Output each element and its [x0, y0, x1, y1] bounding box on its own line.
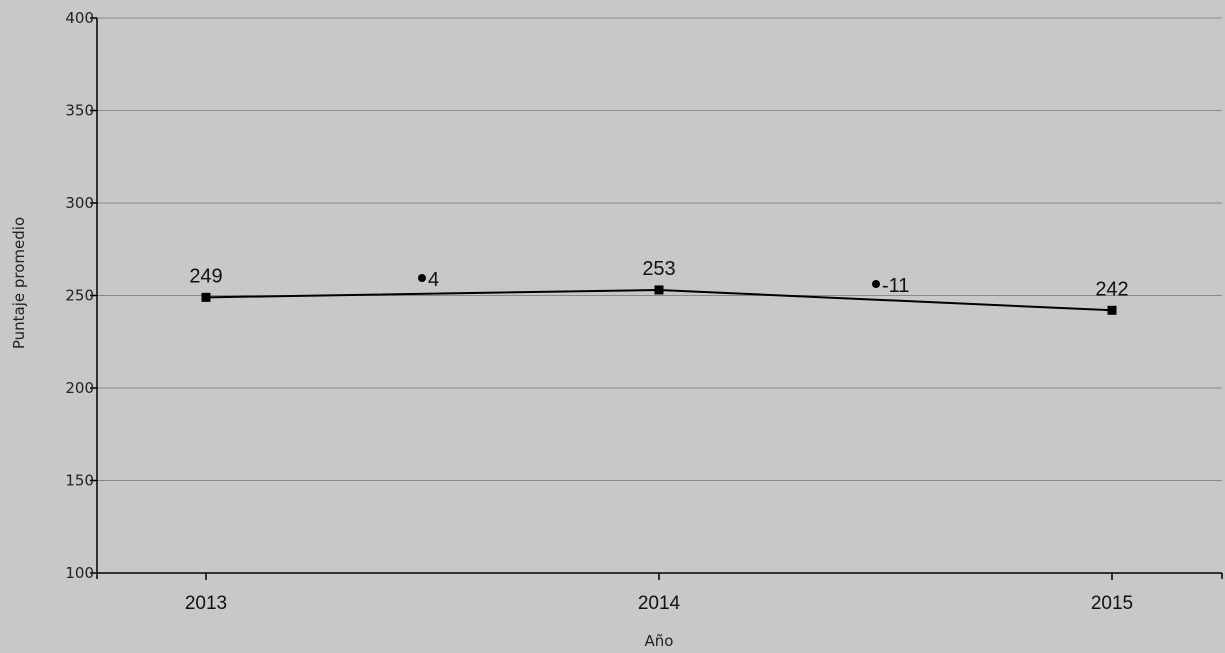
x-axis-title: Año [645, 632, 674, 650]
y-tick-label-200: 200 [65, 379, 94, 397]
point-marker-2014 [654, 285, 664, 295]
x-tick-label-2014: 2014 [638, 593, 681, 614]
y-tick-labels: 100 150 200 250 300 350 400 [65, 9, 94, 582]
y-tick-label-250: 250 [65, 287, 94, 305]
y-tick-label-350: 350 [65, 102, 94, 120]
y-axis-title: Puntaje promedio [10, 217, 28, 349]
y-tick-label-100: 100 [65, 564, 94, 582]
y-tick-label-400: 400 [65, 9, 94, 27]
data-labels: 249 253 242 4 -11 [189, 258, 1128, 300]
series [201, 285, 1117, 315]
difference-label-2013-2014: 4 [428, 269, 439, 291]
x-tick-labels: 2013 2014 2015 [185, 593, 1133, 614]
data-label-2015: 242 [1095, 278, 1128, 300]
y-tick-label-150: 150 [65, 472, 94, 490]
point-marker-2015 [1107, 305, 1117, 315]
difference-dot-2013-2014 [418, 274, 426, 282]
x-tick-label-2013: 2013 [185, 593, 227, 614]
y-tick-label-300: 300 [65, 194, 94, 212]
point-marker-2013 [201, 292, 211, 302]
axes [90, 17, 1223, 580]
difference-label-2014-2015: -11 [882, 275, 909, 297]
data-label-2013: 249 [189, 265, 222, 287]
gridlines [97, 17, 1222, 481]
difference-dot-2014-2015 [872, 280, 880, 288]
data-label-2014: 253 [642, 258, 675, 280]
x-tick-label-2015: 2015 [1091, 593, 1133, 614]
